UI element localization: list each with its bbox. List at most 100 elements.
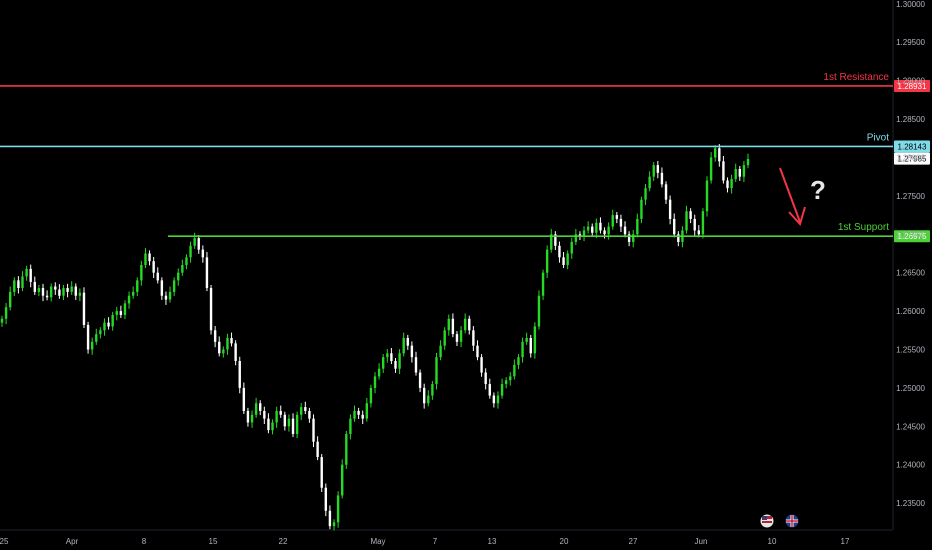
candle xyxy=(558,241,561,263)
candle xyxy=(398,349,401,375)
candle xyxy=(718,144,721,167)
x-tick-label: 17 xyxy=(841,537,850,546)
x-tick-label: 22 xyxy=(279,537,288,546)
candle xyxy=(668,195,672,225)
candle xyxy=(54,282,57,295)
candle xyxy=(90,337,94,355)
candle xyxy=(283,411,287,431)
candle xyxy=(41,283,45,302)
level-label: 1st Support xyxy=(838,222,889,233)
candle xyxy=(591,223,594,237)
x-tick-label: 10 xyxy=(768,537,777,546)
candle xyxy=(611,209,614,230)
candle xyxy=(246,407,250,427)
candle xyxy=(455,331,459,347)
candle xyxy=(250,410,254,428)
candle xyxy=(213,326,217,348)
time-axis: 25 Apr 8 15 22 May 7 13 20 27 Jun 10 17 xyxy=(0,537,850,546)
us-flag-icon[interactable] xyxy=(760,514,774,528)
candle xyxy=(279,405,282,418)
svg-text:1.27985: 1.27985 xyxy=(898,155,927,164)
event-icons[interactable] xyxy=(760,514,799,528)
candle xyxy=(156,267,159,284)
level-price-tag: 1.28931 xyxy=(894,79,930,92)
candle xyxy=(529,334,532,358)
y-tick-label: 1.27000 xyxy=(896,230,925,239)
candle xyxy=(160,277,164,300)
candle xyxy=(316,436,319,461)
uk-flag-icon[interactable] xyxy=(785,514,799,528)
svg-text:1.28931: 1.28931 xyxy=(898,82,927,91)
x-tick-label: 27 xyxy=(629,537,638,546)
candle xyxy=(463,313,467,334)
candle xyxy=(341,459,344,499)
candle xyxy=(709,152,713,184)
candle xyxy=(705,176,709,217)
candle xyxy=(422,383,426,409)
candle xyxy=(209,284,213,335)
candle xyxy=(189,241,192,263)
candle xyxy=(230,332,233,347)
candle xyxy=(484,368,487,390)
candle xyxy=(746,153,750,169)
candle xyxy=(238,356,241,394)
candle xyxy=(8,286,12,311)
candle xyxy=(103,318,106,336)
candle xyxy=(566,250,569,270)
candle xyxy=(312,414,315,448)
candle xyxy=(640,196,643,224)
candle xyxy=(443,327,446,350)
candle xyxy=(95,328,98,345)
candle xyxy=(349,414,352,440)
candle xyxy=(168,286,172,303)
candle xyxy=(304,401,307,415)
candle xyxy=(693,214,696,236)
candle xyxy=(673,213,676,238)
candle xyxy=(537,290,541,330)
candle xyxy=(656,160,660,179)
candle xyxy=(513,359,516,380)
candle xyxy=(86,321,90,354)
candle xyxy=(324,483,328,517)
candle xyxy=(738,165,742,181)
candle xyxy=(488,378,491,399)
y-tick-label: 1.25500 xyxy=(896,345,925,354)
level-1st-resistance: 1st Resistance 1.28931 xyxy=(0,72,930,92)
candle xyxy=(615,212,619,224)
candle xyxy=(172,277,176,297)
candle xyxy=(394,357,397,373)
x-tick-label: 13 xyxy=(488,537,497,546)
candle xyxy=(119,305,123,318)
candle xyxy=(570,237,573,259)
candle xyxy=(509,372,512,386)
candle xyxy=(730,174,733,194)
candle xyxy=(685,205,688,234)
candle xyxy=(111,311,114,331)
candle xyxy=(369,384,373,408)
x-tick-label: May xyxy=(370,537,385,546)
candle xyxy=(144,248,147,269)
candle xyxy=(115,306,118,321)
candle xyxy=(164,291,168,305)
candle xyxy=(554,231,557,251)
candle xyxy=(177,268,180,286)
candle xyxy=(582,226,586,242)
price-axis: 1.30000 1.29500 1.29000 1.28500 1.28000 1.275… xyxy=(896,0,925,508)
candle xyxy=(652,162,655,181)
y-tick-label: 1.28000 xyxy=(896,153,925,162)
candle xyxy=(418,369,422,393)
x-tick-label: 25 xyxy=(0,537,9,546)
candle xyxy=(13,277,16,297)
candle xyxy=(402,332,405,357)
candle xyxy=(254,397,258,418)
candle xyxy=(357,407,360,420)
candle xyxy=(701,208,705,239)
candle xyxy=(267,413,270,434)
candle xyxy=(66,283,69,298)
forecast-annotation: ? xyxy=(779,167,826,226)
candle xyxy=(660,167,664,188)
candle xyxy=(123,300,127,320)
candle xyxy=(181,259,184,276)
